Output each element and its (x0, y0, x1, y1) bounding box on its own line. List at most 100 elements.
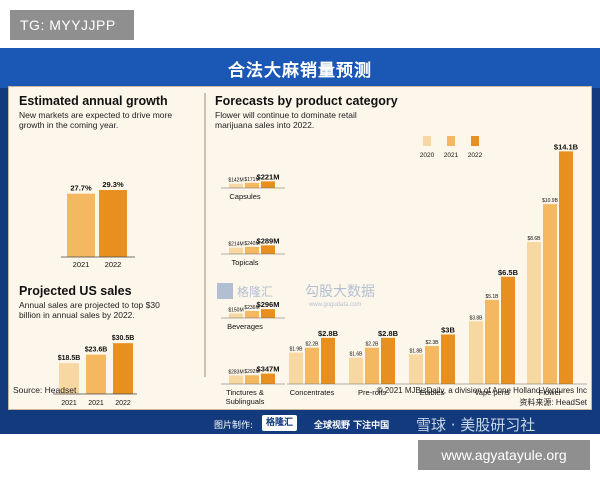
forecast-category-label: Concentrates (290, 388, 335, 397)
forecast-value-label: $1.8B (409, 348, 423, 354)
forecast-value-label: $2.8B (318, 329, 339, 338)
growth-value-label: 29.3% (102, 180, 124, 189)
forecast-value-label: $289M (257, 236, 280, 245)
forecast-category-label: Beverages (227, 322, 263, 331)
forecast-subtitle-line1: Flower will continue to dominate retail (215, 110, 357, 120)
copyright-note: © 2021 MJBizDaily, a division of Anne Ho… (377, 386, 587, 395)
forecast-value-label: $150M (228, 308, 243, 314)
forecast-value-label: $296M (257, 300, 280, 309)
growth-subtitle-line1: New markets are expected to drive more (19, 110, 172, 120)
forecast-bar (261, 245, 275, 254)
watermark-url: www.gogudata.com (308, 302, 361, 308)
us-sales-subtitle-line2: billion in annual sales by 2022. (19, 310, 135, 320)
legend-swatch-2022 (471, 136, 479, 146)
forecast-value-label: $1.6B (349, 352, 363, 358)
legend-label: 2022 (468, 152, 483, 159)
forecast-value-label: $236M (244, 305, 259, 311)
chart-svg: Estimated annual growth New markets are … (13, 93, 588, 407)
forecast-category-label: Capsules (229, 192, 261, 201)
forecast-bar (261, 373, 275, 384)
us-sales-bar (86, 354, 106, 394)
growth-subtitle-line2: growth in the coming year. (19, 120, 118, 130)
source-note: Source: Headset (13, 385, 77, 395)
us-sales-title: Projected US sales (19, 284, 132, 298)
forecast-subtitle-line2: marijuana sales into 2022. (215, 120, 314, 130)
forecast-value-label: $3B (441, 326, 455, 335)
infographic-frame: 合法大麻销量预测 Estimated annual growth New mar… (0, 48, 600, 434)
growth-tick-label: 2022 (105, 260, 122, 269)
url-badge: www.agyatayule.org (418, 440, 590, 470)
forecast-bar (409, 354, 423, 384)
forecast-value-label: $2.2B (305, 342, 319, 348)
growth-bar-2022 (99, 190, 127, 257)
us-sales-tick-label: 2021 (61, 400, 77, 407)
forecast-bar (543, 204, 557, 384)
watermark-text: 勾股大数据 (305, 283, 375, 299)
forecast-bar (501, 276, 515, 384)
us-sales-tick-label: 2021 (88, 400, 104, 407)
snowball-watermark: 雪球 · 美股研习社 (416, 416, 536, 434)
forecast-bar (245, 182, 259, 188)
us-sales-value-label: $23.6B (85, 347, 108, 354)
forecast-bar (469, 321, 483, 384)
forecast-category-label: Vape pens (474, 388, 510, 397)
forecast-category-label: Flower (539, 388, 562, 397)
footer-bar: 图片制作: 格隆汇 全球视野 下注中国 雪球 · 美股研习社 (0, 412, 600, 434)
forecast-bar (245, 310, 259, 318)
forecast-value-label: $221M (257, 172, 280, 181)
forecast-bar (289, 352, 303, 384)
forecast-value-label: $240M (244, 241, 259, 247)
watermark-logo-icon (217, 283, 233, 299)
forecast-value-label: $142M (228, 178, 243, 184)
growth-bar-2021 (67, 193, 95, 257)
watermark-logo: 格隆汇 (237, 284, 273, 299)
page-title: 合法大麻销量预测 (228, 61, 372, 81)
us-sales-bar (113, 343, 133, 394)
forecast-category-label: Topicals (231, 258, 258, 267)
growth-title: Estimated annual growth (19, 94, 168, 108)
forecast-category-label: Tinctures & (226, 388, 264, 397)
tg-badge: TG: MYYJJPP (10, 10, 134, 40)
forecast-bar (527, 242, 541, 384)
forecast-category-label: Edibles (420, 388, 445, 397)
forecast-value-label: $283M (228, 370, 243, 376)
legend-label: 2021 (444, 152, 459, 159)
forecast-bar (229, 375, 243, 384)
legend-swatch-2020 (423, 136, 431, 146)
forecast-bar (245, 375, 259, 384)
forecast-bar (261, 309, 275, 318)
forecast-bar (441, 334, 455, 384)
forecast-bar (321, 337, 335, 384)
growth-tick-label: 2021 (73, 260, 90, 269)
growth-value-label: 27.7% (70, 184, 92, 193)
forecast-value-label: $8.6B (527, 236, 541, 242)
forecast-bar (229, 313, 243, 318)
forecast-bar (425, 346, 439, 384)
legend-label: 2020 (420, 152, 435, 159)
us-sales-value-label: $18.5B (58, 355, 81, 362)
made-by-label: 图片制作: (214, 421, 254, 431)
forecast-bar (305, 347, 319, 384)
forecast-title: Forecasts by product category (215, 94, 398, 108)
us-sales-value-label: $30.5B (112, 335, 135, 342)
forecast-bar (559, 151, 573, 384)
watermark: 格隆汇 勾股大数据 www.gogudata.com (217, 283, 375, 308)
forecast-value-label: $6.5B (498, 268, 519, 277)
growth-chart: 27.7% 2021 29.3% 2022 (67, 180, 127, 269)
forecast-value-label: $2.3B (425, 340, 439, 346)
forecast-value-label: $2.8B (378, 329, 399, 338)
forecast-value-label: $3.8B (469, 315, 483, 321)
us-sales-subtitle-line1: Annual sales are projected to top $30 (19, 300, 160, 310)
us-sales-tick-label: 2022 (115, 400, 131, 407)
forecast-value-label: $292M (244, 369, 259, 375)
forecast-value-label: $214M (228, 242, 243, 248)
forecast-bar (349, 357, 363, 384)
forecast-bar (485, 299, 499, 384)
forecast-value-label: $1.9B (289, 347, 303, 353)
forecast-value-label: $2.2B (365, 342, 379, 348)
forecast-value-label: $347M (257, 365, 280, 374)
forecast-value-label: $171M (244, 177, 259, 183)
forecast-value-label: $10.9B (542, 198, 559, 204)
legend-swatch-2021 (447, 136, 455, 146)
us-sales-bar (59, 363, 79, 394)
